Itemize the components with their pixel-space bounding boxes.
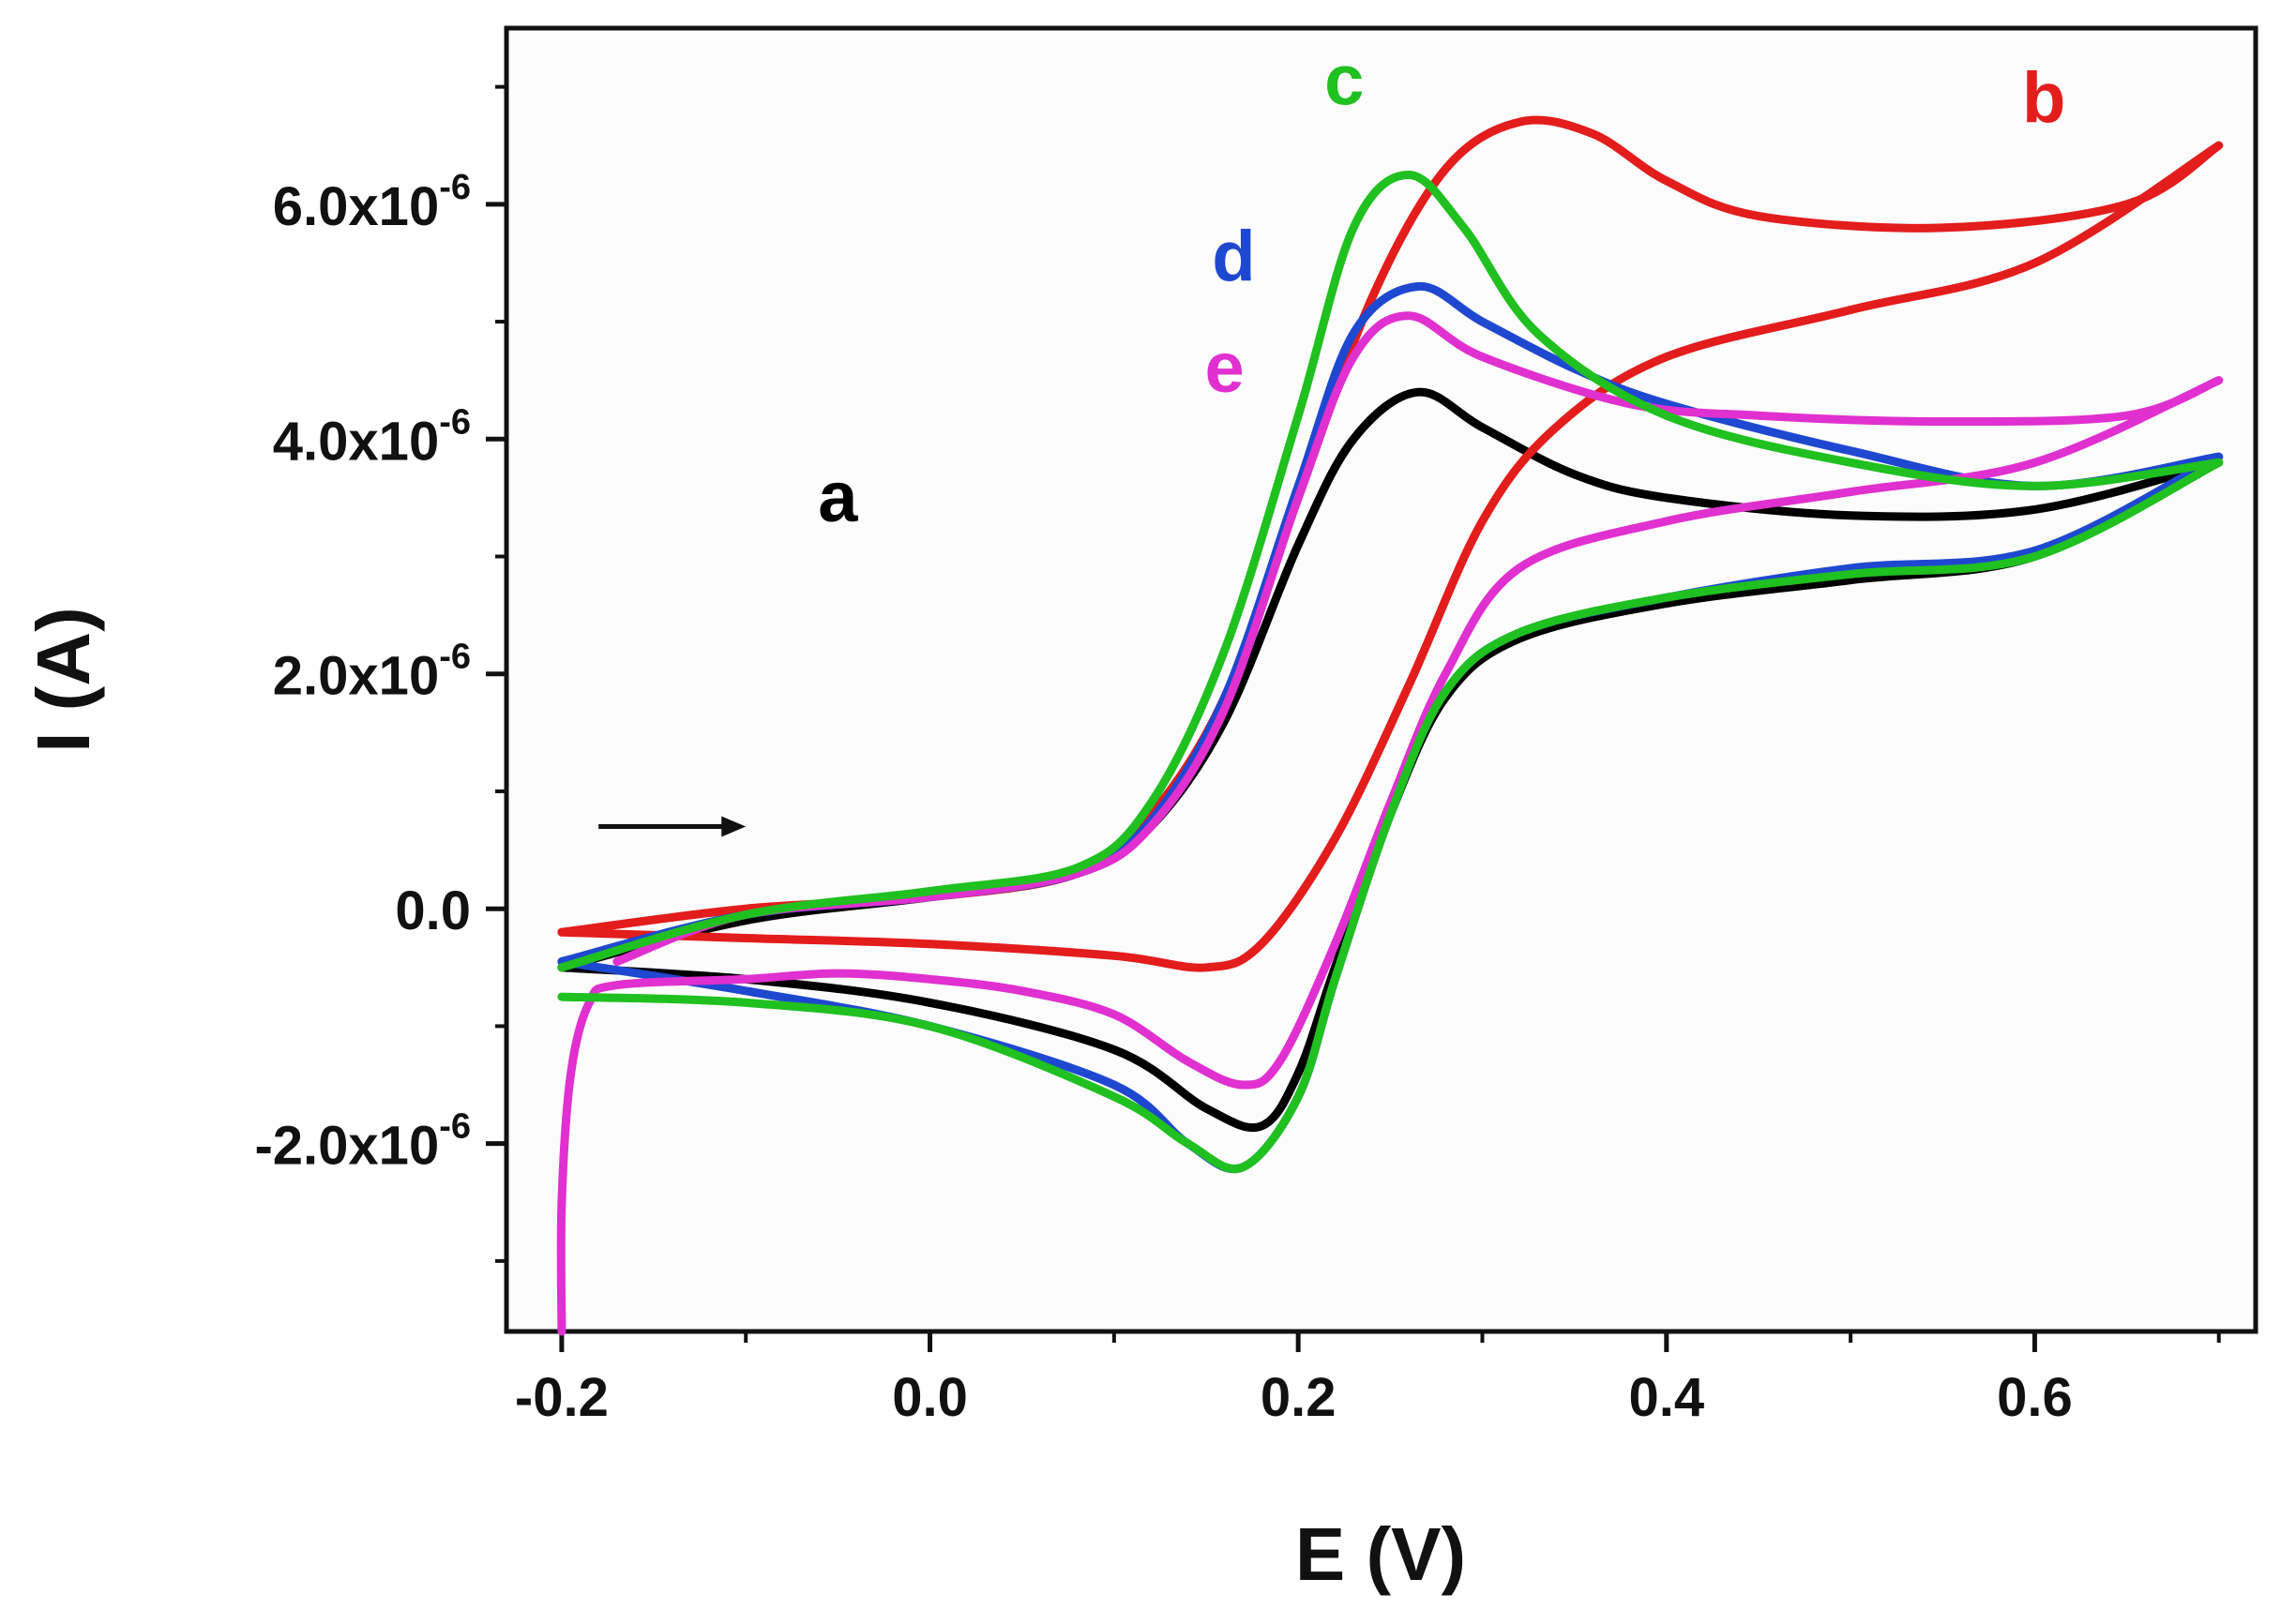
- y-axis-title: I (A): [22, 607, 105, 753]
- series-label-d: d: [1212, 217, 1255, 296]
- y-tick-mantissa: 2.0x10: [273, 646, 439, 707]
- y-tick-mantissa: 4.0x10: [273, 411, 439, 472]
- y-tick-exponent: -6: [439, 402, 471, 442]
- series-label-c: c: [1324, 40, 1364, 120]
- y-axis-ticks: -2.0x10-60.02.0x10-64.0x10-66.0x10-6: [254, 168, 506, 1177]
- x-tick-label: 0.6: [1997, 1367, 2073, 1428]
- series-e-reverse-scan: [612, 311, 2224, 966]
- annotations: [598, 816, 747, 837]
- y-tick-exponent: -6: [439, 168, 471, 207]
- y-tick-exponent: -6: [439, 1107, 471, 1147]
- y-tick-label: 0.0: [395, 880, 471, 941]
- y-tick-mantissa: 0.0: [395, 880, 471, 941]
- y-tick-mantissa: 6.0x10: [273, 176, 439, 237]
- curves: [556, 115, 2224, 1336]
- x-tick-label: 0.2: [1261, 1367, 1337, 1428]
- y-tick-label: -2.0x10-6: [254, 1107, 471, 1177]
- series-label-e: e: [1204, 328, 1244, 408]
- x-tick-label: 0.4: [1628, 1367, 1704, 1428]
- plot-frame: [504, 25, 2258, 1334]
- series-c-reverse-scan: [557, 458, 2224, 1173]
- series-labels: a b c de: [818, 40, 2065, 537]
- y-tick-label: 6.0x10-6: [273, 168, 471, 237]
- y-tick-label: 4.0x10-6: [273, 402, 471, 472]
- y-tick-mantissa: -2.0x10: [254, 1116, 439, 1177]
- series-c-forward-scan: [557, 171, 2224, 972]
- x-tick-label: 0.0: [892, 1367, 968, 1428]
- scan-direction-arrow-head: [721, 816, 747, 837]
- x-axis-ticks: -0.2 0.0 0.2 0.4 0.6: [515, 1331, 2073, 1428]
- minor-ticks: [495, 84, 2221, 1343]
- x-tick-label: -0.2: [515, 1367, 609, 1428]
- y-tick-exponent: -6: [439, 638, 471, 677]
- x-axis-title: E (V): [1295, 1512, 1466, 1596]
- series-b-reverse-scan: [557, 141, 2224, 972]
- series-label-a: a: [818, 458, 858, 537]
- y-tick-label: 2.0x10-6: [273, 638, 471, 707]
- series-label-b: b: [2022, 58, 2065, 138]
- series-e-forward-scan: [556, 376, 2224, 1336]
